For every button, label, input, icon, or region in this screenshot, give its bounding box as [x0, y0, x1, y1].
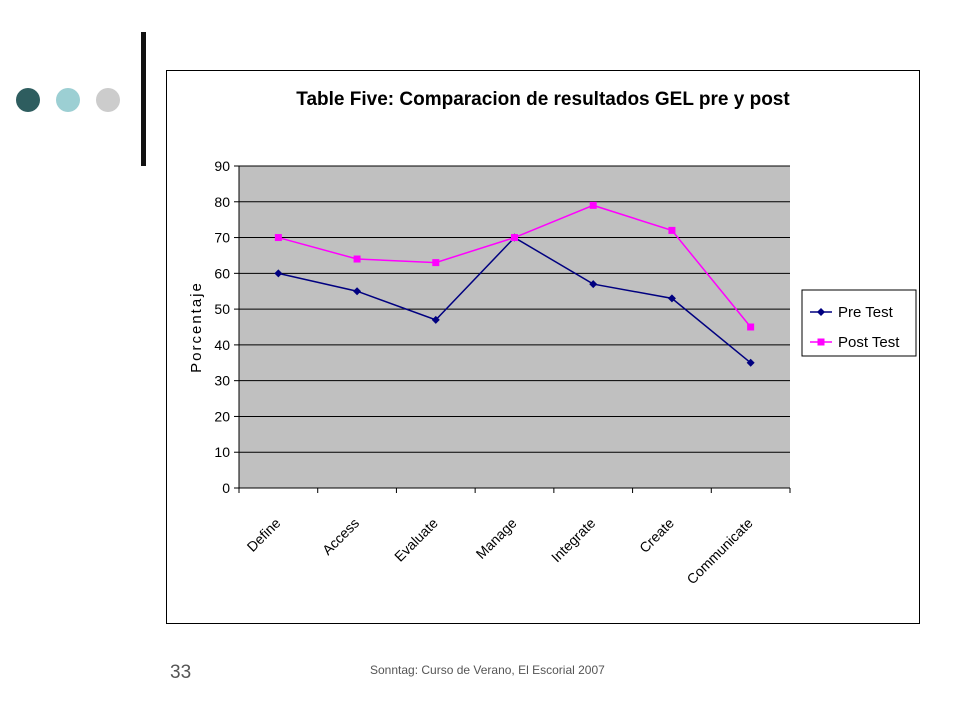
data-point: [747, 323, 755, 331]
plot-area: [239, 166, 790, 488]
decor-vertical-bar: [141, 32, 146, 166]
data-point: [667, 294, 676, 303]
data-point: [511, 234, 518, 242]
y-tick-label: 10: [214, 444, 230, 460]
data-point: [432, 259, 440, 267]
line-chart: 0 10 20 30 40 50 60 70 80 90 Define Access Evaluate M…: [188, 158, 917, 588]
legend-marker: [817, 308, 825, 316]
chart-frame: Table Five: Comparacion de resultados GE…: [166, 70, 920, 624]
x-tick-label: Define: [244, 515, 284, 555]
data-point: [746, 358, 755, 367]
x-tick-label: Integrate: [548, 515, 599, 566]
y-tick-label: 90: [214, 158, 230, 174]
y-tick-label: 30: [214, 373, 230, 389]
y-tick-label: 0: [222, 480, 230, 496]
y-tick-label: 40: [214, 337, 230, 353]
decor-dot-teal: [56, 88, 80, 112]
chart-title: Table Five: Comparacion de resultados GE…: [296, 89, 790, 110]
page-number: 33: [170, 662, 192, 683]
data-point: [589, 201, 597, 209]
footer-text: Sonntag: Curso de Verano, El Escorial 20…: [370, 663, 605, 677]
data-point: [274, 269, 283, 278]
legend-label: Post Test: [838, 334, 900, 351]
data-point: [668, 226, 676, 234]
y-tick-label: 60: [214, 265, 230, 281]
y-tick-label: 70: [214, 230, 230, 246]
x-tick-label: Communicate: [683, 515, 756, 588]
data-point: [589, 280, 598, 289]
x-tick-label: Access: [319, 515, 362, 558]
x-tick-label: Manage: [473, 515, 520, 562]
x-tick-label: Create: [636, 515, 677, 556]
y-axis-label: Porcentaje: [188, 281, 205, 373]
data-point: [353, 287, 362, 296]
x-tick-label: Evaluate: [391, 515, 441, 565]
data-point: [431, 315, 440, 324]
y-tick-label: 80: [214, 194, 230, 210]
decor-dot-dark: [16, 88, 40, 112]
y-tick-label: 50: [214, 301, 230, 317]
data-point: [353, 255, 361, 263]
legend-marker: [817, 338, 825, 346]
decor-dot-gray: [96, 88, 120, 112]
data-point: [274, 234, 282, 242]
y-tick-label: 20: [214, 408, 230, 424]
legend-label: Pre Test: [838, 304, 894, 321]
